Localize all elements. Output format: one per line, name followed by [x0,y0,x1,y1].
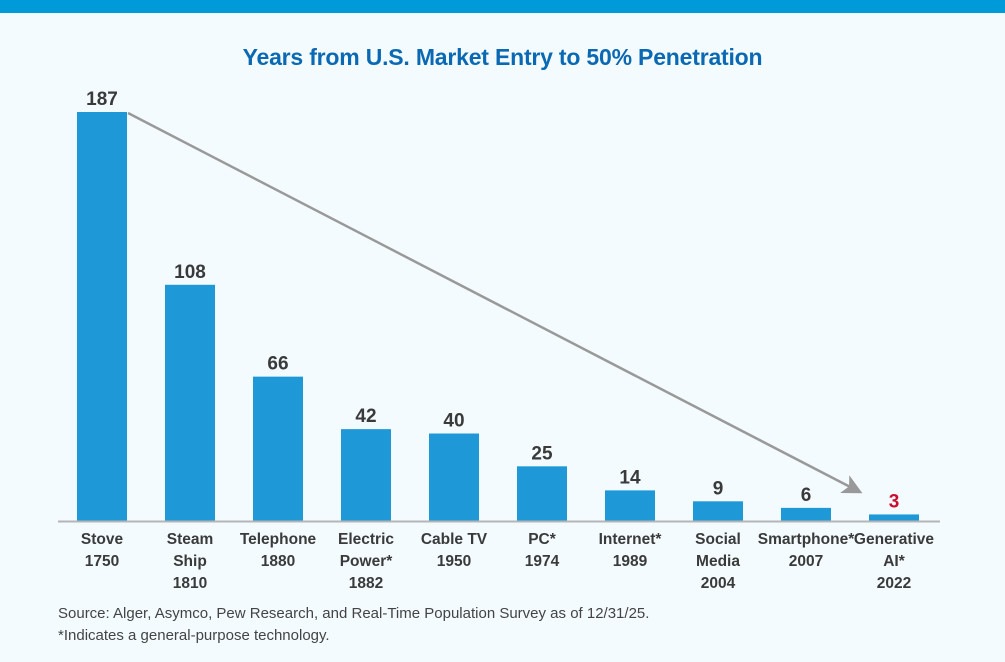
bar [77,112,127,521]
category-label: Media [696,553,740,570]
bar [605,490,655,521]
category-label: 1750 [85,553,119,570]
category-label: 1950 [437,553,471,570]
category-label: 2004 [701,575,736,592]
category-label: 1880 [261,553,295,570]
category-label: Telephone [240,531,317,548]
category-label: PC* [528,531,557,548]
category-label: Internet* [599,531,663,548]
category-label: Cable TV [421,531,488,548]
category-label: Steam [167,531,214,548]
category-label: Stove [81,531,124,548]
trend-arrow [127,111,863,494]
category-label: 1974 [525,553,560,570]
bar [517,466,567,521]
top-accent-bar [0,0,1005,13]
bar [693,501,743,521]
data-label: 187 [86,89,118,110]
data-label: 42 [355,406,376,427]
category-label: AI* [883,553,906,570]
bar [253,376,303,521]
category-label: Electric [338,531,394,548]
category-label: 2007 [789,553,823,570]
category-label: Power* [340,553,394,570]
bar [429,433,479,521]
bar [869,514,919,521]
category-label: Smartphone* [758,531,855,548]
category-label: Social [695,531,741,548]
source-note: Source: Alger, Asymco, Pew Research, and… [58,605,650,622]
category-label: 1882 [349,575,383,592]
data-label: 66 [267,354,288,375]
bar [781,507,831,521]
data-label: 9 [713,478,724,499]
data-label: 14 [619,467,641,488]
category-label: Ship [173,553,207,570]
data-label: 108 [174,262,206,283]
category-label: 2022 [877,575,911,592]
category-label: 1810 [173,575,207,592]
category-label: 1989 [613,553,648,570]
bar [165,284,215,521]
footnote: *Indicates a general-purpose technology. [58,627,330,644]
data-label: 40 [443,411,464,432]
bar [341,429,391,521]
data-label: 3 [889,491,900,512]
chart-title: Years from U.S. Market Entry to 50% Pene… [242,44,763,70]
data-label: 25 [531,443,553,464]
data-label: 6 [801,485,812,506]
category-label: Generative [854,531,935,548]
